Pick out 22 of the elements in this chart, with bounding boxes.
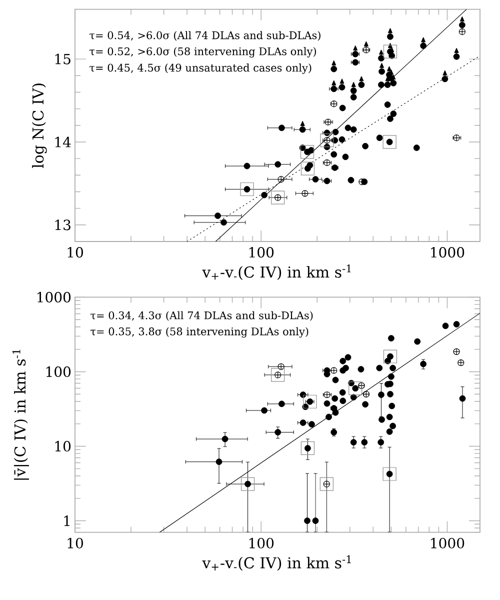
x-tick-label: 10 xyxy=(68,247,83,258)
y-tick-label: 14 xyxy=(55,136,71,148)
annotation: τ= 0.52, >6.0σ (58 intervening DLAs only) xyxy=(90,47,316,58)
x-tick-label: 10 xyxy=(68,538,83,548)
x-axis-title: v$_{+}$-v$_{-}$(C IV) in km s$^{-1}$ xyxy=(202,555,351,571)
annotation: τ= 0.45, 4.5σ (49 unsaturated cases only) xyxy=(90,64,312,74)
x-tick-label: 100 xyxy=(249,538,274,548)
y-tick-label: 15 xyxy=(55,54,70,64)
annotation: τ= 0.54, >6.0σ (All 74 DLAs and sub-DLAs) xyxy=(90,31,320,41)
annotation: τ= 0.34, 4.3σ (All 74 DLAs and sub-DLAs) xyxy=(90,311,313,321)
y-axis-title: log N(C IV) xyxy=(32,84,47,168)
annotation: τ= 0.35, 3.8σ (58 intervening DLAs only) xyxy=(90,327,308,338)
y-tick-label: 13 xyxy=(55,220,70,230)
y-tick-label: 100 xyxy=(46,366,71,378)
x-tick-label: 100 xyxy=(249,247,274,258)
y-tick-label: 1000 xyxy=(38,292,71,303)
y-tick-label: 1 xyxy=(64,516,70,526)
x-tick-label: 1000 xyxy=(431,538,464,548)
y-axis-title: |v̄|(C IV) in km s$^{-1}$ xyxy=(12,350,29,480)
x-tick-label: 1000 xyxy=(431,247,464,258)
x-axis-title: v$_{+}$-v$_{-}$(C IV) in km s$^{-1}$ xyxy=(202,264,351,280)
y-tick-label: 10 xyxy=(55,440,71,452)
